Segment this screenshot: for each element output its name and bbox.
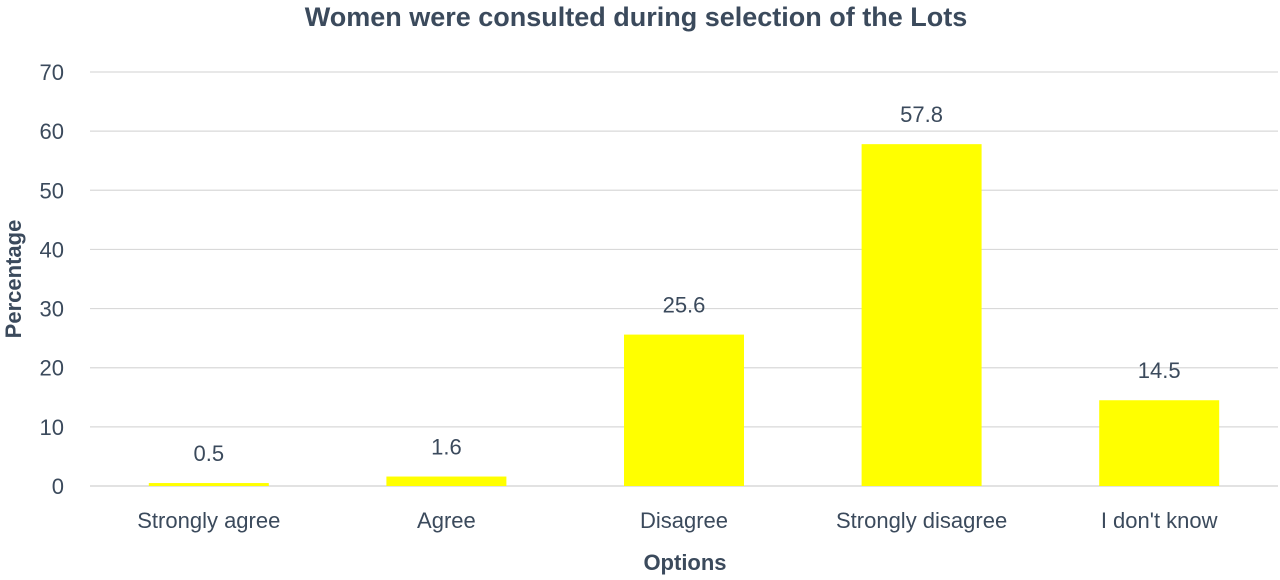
y-tick-label: 70 <box>40 60 64 85</box>
y-tick-label: 50 <box>40 178 64 203</box>
x-axis-ticks: Strongly agree Agree Disagree Strongly disa… <box>137 508 1217 533</box>
bar <box>861 144 982 486</box>
y-tick-label: 60 <box>40 119 64 144</box>
x-tick-label: Agree <box>417 508 476 533</box>
bar <box>386 476 507 486</box>
data-label: 57.8 <box>900 102 943 127</box>
x-tick-label: Strongly agree <box>137 508 280 533</box>
y-axis-title: Percentage <box>1 220 26 339</box>
bar <box>1099 400 1220 486</box>
data-label: 14.5 <box>1138 358 1181 383</box>
y-tick-label: 0 <box>52 474 64 499</box>
y-tick-label: 20 <box>40 356 64 381</box>
bar <box>624 334 744 486</box>
bar <box>148 483 269 486</box>
gridlines <box>90 71 1278 487</box>
chart-title: Women were consulted during selection of… <box>305 2 968 32</box>
data-label: 1.6 <box>431 435 462 460</box>
y-tick-label: 40 <box>40 237 64 262</box>
y-tick-label: 30 <box>40 297 64 322</box>
x-axis-title: Options <box>643 550 726 575</box>
x-tick-label: Strongly disagree <box>836 508 1007 533</box>
data-labels: 0.5 1.6 25.6 57.8 14.5 <box>194 102 1181 466</box>
data-label: 25.6 <box>663 293 706 318</box>
x-tick-label: I don't know <box>1101 508 1218 533</box>
bars <box>148 144 1220 486</box>
y-tick-label: 10 <box>40 415 64 440</box>
y-axis-ticks: 0 10 20 30 40 50 60 70 <box>40 60 64 499</box>
x-tick-label: Disagree <box>640 508 728 533</box>
data-label: 0.5 <box>194 441 225 466</box>
